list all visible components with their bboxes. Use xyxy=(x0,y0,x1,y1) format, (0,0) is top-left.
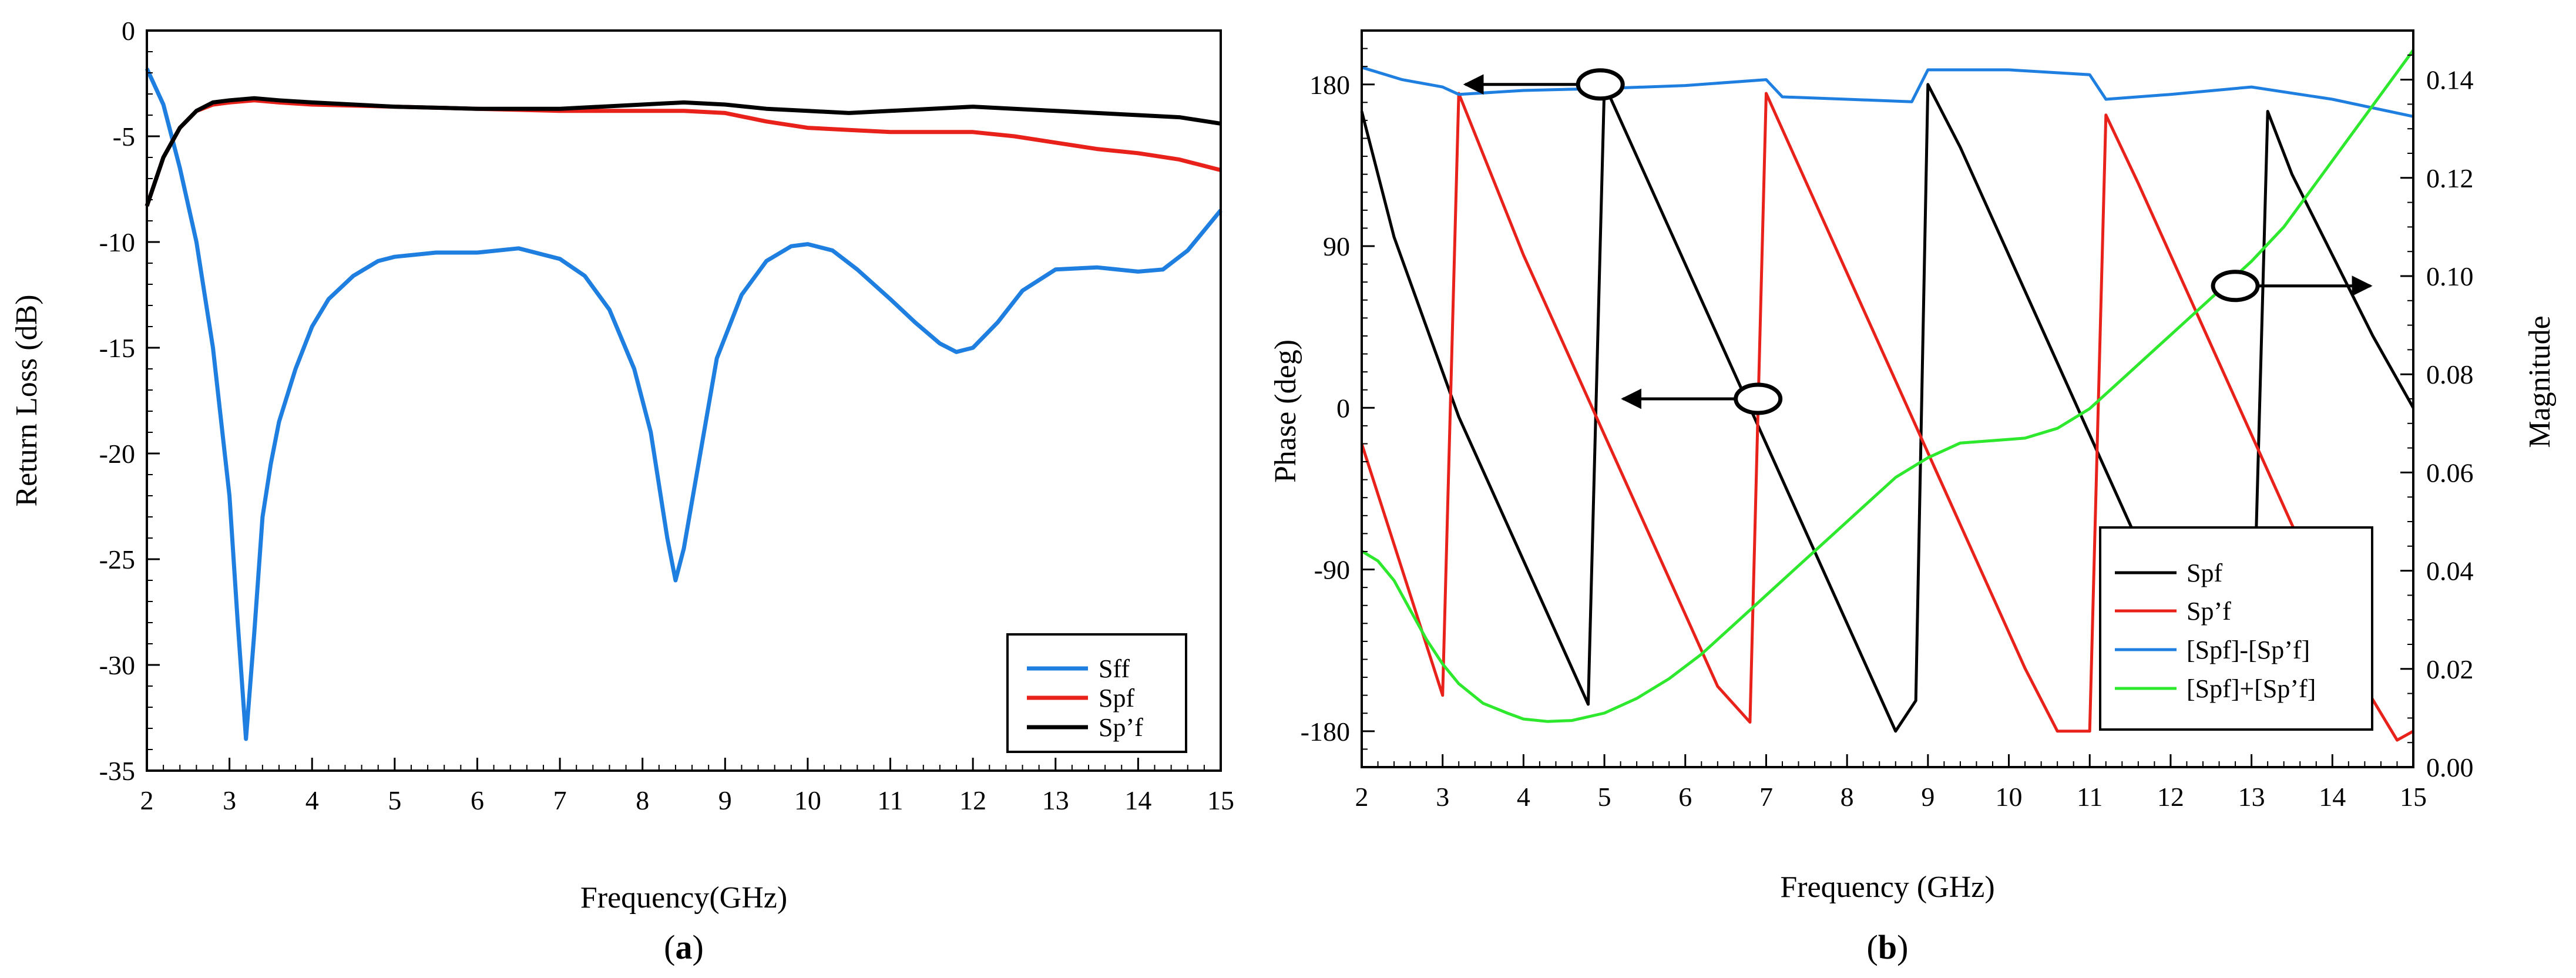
panel-b-y-left-ticks: 180 90 0 -90 -180 xyxy=(1301,30,1375,768)
x-tick-label: 4 xyxy=(1517,782,1530,812)
y-tick-label: -20 xyxy=(99,439,135,469)
panel-b-y-right-ticks: 0.00 0.02 0.04 0.06 0.08 0.10 0.12 0.14 xyxy=(2400,30,2474,782)
panel-b-y2-axis-title: Magnitude xyxy=(2523,315,2557,448)
x-tick-label: 7 xyxy=(553,785,567,815)
panel-a-y-axis-title: Return Loss (dB) xyxy=(10,294,43,506)
series-line-sff xyxy=(145,68,1222,741)
x-tick-label: 9 xyxy=(1921,782,1934,812)
y2-tick-label: 0.02 xyxy=(2426,654,2474,684)
y-tick-label: -180 xyxy=(1301,717,1350,747)
panel-a-x-axis-title: Frequency(GHz) xyxy=(580,881,787,915)
panel-b-legend: Spf Sp’f [Spf]-[Sp’f] [Spf]+[Sp’f] xyxy=(2099,526,2373,731)
panel-a-plot-frame xyxy=(146,29,1222,772)
x-tick-label: 14 xyxy=(1124,785,1151,815)
y-tick-label: -15 xyxy=(99,333,135,363)
x-tick-label: 8 xyxy=(636,785,649,815)
y2-tick-label: 0.12 xyxy=(2426,163,2474,193)
x-tick-label: 6 xyxy=(471,785,484,815)
y2-tick-label: 0.08 xyxy=(2426,359,2474,389)
panel-b-x-ticks: 2 3 4 5 6 7 8 9 10 11 12 13 14 15 xyxy=(1355,754,2427,812)
x-tick-label: 5 xyxy=(388,785,401,815)
panel-b-caption-open: ( xyxy=(1867,928,1878,966)
x-tick-label: 6 xyxy=(1678,782,1692,812)
x-tick-label: 15 xyxy=(2400,782,2427,812)
panel-a-caption-open: ( xyxy=(664,928,675,966)
y-tick-label: -30 xyxy=(99,650,135,680)
y-tick-label: 180 xyxy=(1309,70,1350,100)
panel-b-y-axis-title: Phase (deg) xyxy=(1269,340,1302,483)
series-line-sp-f xyxy=(1360,92,2414,742)
y-tick-label: 90 xyxy=(1323,231,1350,261)
y2-tick-label: 0.06 xyxy=(2426,458,2474,488)
legend-label-sff: Sff xyxy=(1099,654,1130,683)
legend-label-sp-prime-f: Sp’f xyxy=(1099,713,1143,742)
y-tick-label: -5 xyxy=(113,122,135,152)
legend-label-spf: Spf xyxy=(1099,684,1134,713)
panel-a-x-ticks: 2 3 4 5 6 7 8 9 10 11 12 13 14 15 xyxy=(140,758,1234,815)
annotation-circle xyxy=(1576,68,1625,101)
series-line-spf xyxy=(145,98,1221,207)
x-tick-label: 5 xyxy=(1598,782,1611,812)
legend-label-sum: [Spf]+[Sp’f] xyxy=(2187,674,2316,703)
x-tick-label: 15 xyxy=(1207,785,1234,815)
panel-a-legend-box xyxy=(1006,633,1187,753)
panel-b-caption-close: ) xyxy=(1897,928,1908,966)
x-tick-label: 2 xyxy=(140,785,154,815)
panel-b-caption: (b) xyxy=(1867,928,1909,966)
panel-a-series-group xyxy=(145,68,1222,741)
x-tick-label: 11 xyxy=(877,785,903,815)
x-tick-label: 3 xyxy=(1436,782,1449,812)
x-tick-label: 11 xyxy=(2077,782,2103,812)
legend-label-difference: [Spf]-[Sp’f] xyxy=(2187,636,2310,664)
panel-b-annotations xyxy=(1463,68,2373,415)
y-tick-label: 0 xyxy=(122,16,135,46)
x-tick-label: 8 xyxy=(1841,782,1854,812)
x-tick-label: 14 xyxy=(2319,782,2346,812)
x-tick-label: 13 xyxy=(2238,782,2265,812)
panel-b-caption-letter: b xyxy=(1878,928,1897,966)
y2-tick-label: 0.14 xyxy=(2426,65,2474,95)
panel-b-x-axis-title: Frequency (GHz) xyxy=(1780,871,1994,904)
panel-a-caption-letter: a xyxy=(676,928,693,966)
x-tick-label: 12 xyxy=(2157,782,2184,812)
legend-label-sp-prime-f: Sp’f xyxy=(2187,597,2231,626)
x-tick-label: 13 xyxy=(1042,785,1069,815)
legend-label-spf: Spf xyxy=(2187,559,2222,587)
x-tick-label: 9 xyxy=(718,785,732,815)
x-tick-label: 10 xyxy=(1996,782,2023,812)
panel-a-y-ticks: 0 -5 -10 -15 -20 -25 -30 -35 xyxy=(99,16,160,786)
x-tick-label: 4 xyxy=(305,785,319,815)
annotation-circle xyxy=(1734,382,1783,415)
y-tick-label: -90 xyxy=(1314,555,1350,585)
panel-a-chart: 2 3 4 5 6 7 8 9 10 11 12 13 14 15 0 -5 -10 -15 -20 -25 -30 -… xyxy=(10,16,1234,966)
series-line-spf-sp-f xyxy=(1361,66,2414,118)
y2-tick-label: 0.10 xyxy=(2426,261,2474,291)
x-tick-label: 10 xyxy=(794,785,821,815)
y2-tick-label: 0.00 xyxy=(2426,752,2474,782)
x-tick-label: 12 xyxy=(959,785,986,815)
y-tick-label: 0 xyxy=(1336,393,1350,423)
annotation-circle xyxy=(2211,270,2260,303)
x-tick-label: 7 xyxy=(1759,782,1773,812)
y-tick-label: -10 xyxy=(99,227,135,257)
y2-tick-label: 0.04 xyxy=(2426,556,2474,586)
panel-a-caption-close: ) xyxy=(693,928,704,966)
panel-b-legend-box xyxy=(2099,526,2373,731)
series-line-sp-f xyxy=(145,96,1221,207)
panel-a-legend: Sff Spf Sp’f xyxy=(1006,633,1187,753)
y-tick-label: -35 xyxy=(99,756,135,786)
x-tick-label: 3 xyxy=(223,785,236,815)
x-tick-label: 2 xyxy=(1355,782,1369,812)
y-tick-label: -25 xyxy=(99,545,135,574)
series-line-spf-sp-f xyxy=(1361,49,2415,723)
panel-a-caption: (a) xyxy=(664,928,704,966)
